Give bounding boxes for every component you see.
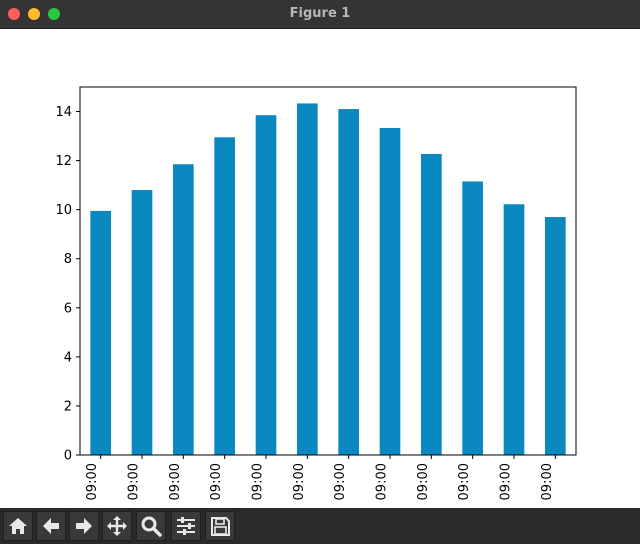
figure-canvas: 0 2 4 6 8 10 12 14 09:00 09:00 09:00 09:00 09:00 09:0… xyxy=(0,29,640,508)
sliders-icon xyxy=(177,517,195,535)
bar xyxy=(90,210,111,455)
bar xyxy=(255,115,277,456)
back-button[interactable] xyxy=(36,511,66,541)
maximize-window-button[interactable] xyxy=(48,8,60,20)
bar xyxy=(503,204,525,455)
bar xyxy=(338,109,359,455)
window-title: Figure 1 xyxy=(289,6,351,21)
title-bar: Figure 1 xyxy=(0,0,640,29)
x-tick-label: 09:00 xyxy=(457,463,472,500)
floppy-disk-icon xyxy=(211,517,230,536)
y-tick-label: 12 xyxy=(55,154,72,169)
x-tick-label: 09:00 xyxy=(127,463,142,500)
arrow-right-icon xyxy=(76,518,92,534)
bar xyxy=(131,190,153,456)
bar xyxy=(462,181,483,455)
x-tick-label: 09:00 xyxy=(416,463,431,500)
minimize-window-button[interactable] xyxy=(28,8,40,20)
x-tick-label: 09:00 xyxy=(375,463,390,500)
move-icon xyxy=(107,516,127,536)
y-tick-label: 4 xyxy=(64,350,72,365)
bar xyxy=(379,127,401,455)
x-tick-label: 09:00 xyxy=(251,463,266,500)
configure-subplots-button[interactable] xyxy=(171,511,201,541)
y-tick-label: 8 xyxy=(64,252,72,267)
bar xyxy=(297,103,318,456)
arrow-left-icon xyxy=(43,518,59,534)
x-tick-label: 09:00 xyxy=(85,463,100,500)
save-figure-button[interactable] xyxy=(205,511,235,541)
x-tick-label: 09:00 xyxy=(333,463,348,500)
x-tick-label: 09:00 xyxy=(168,463,183,500)
zoom-button[interactable] xyxy=(136,511,166,541)
bar xyxy=(421,153,442,455)
y-tick-label: 2 xyxy=(64,399,72,414)
y-tick-label: 10 xyxy=(55,203,72,218)
bar-chart: 0 2 4 6 8 10 12 14 09:00 09:00 09:00 09:00 09:00 09:0… xyxy=(55,86,577,500)
x-tick-label: 09:00 xyxy=(499,463,514,500)
bar xyxy=(173,164,194,455)
y-tick-label: 0 xyxy=(64,449,72,464)
y-tick-label: 6 xyxy=(64,301,72,316)
navigation-toolbar xyxy=(0,508,640,544)
x-tick-label: 09:00 xyxy=(540,463,555,500)
x-tick-label: 09:00 xyxy=(292,463,307,500)
pan-button[interactable] xyxy=(102,511,132,541)
close-window-button[interactable] xyxy=(8,8,20,20)
magnifier-icon xyxy=(141,516,162,537)
bar xyxy=(545,217,566,455)
bar xyxy=(214,137,235,455)
x-tick-label: 09:00 xyxy=(209,463,224,500)
home-icon xyxy=(9,518,27,534)
home-button[interactable] xyxy=(3,511,33,541)
y-tick-label: 14 xyxy=(55,105,72,120)
forward-button[interactable] xyxy=(69,511,99,541)
axes-frame xyxy=(79,86,577,456)
